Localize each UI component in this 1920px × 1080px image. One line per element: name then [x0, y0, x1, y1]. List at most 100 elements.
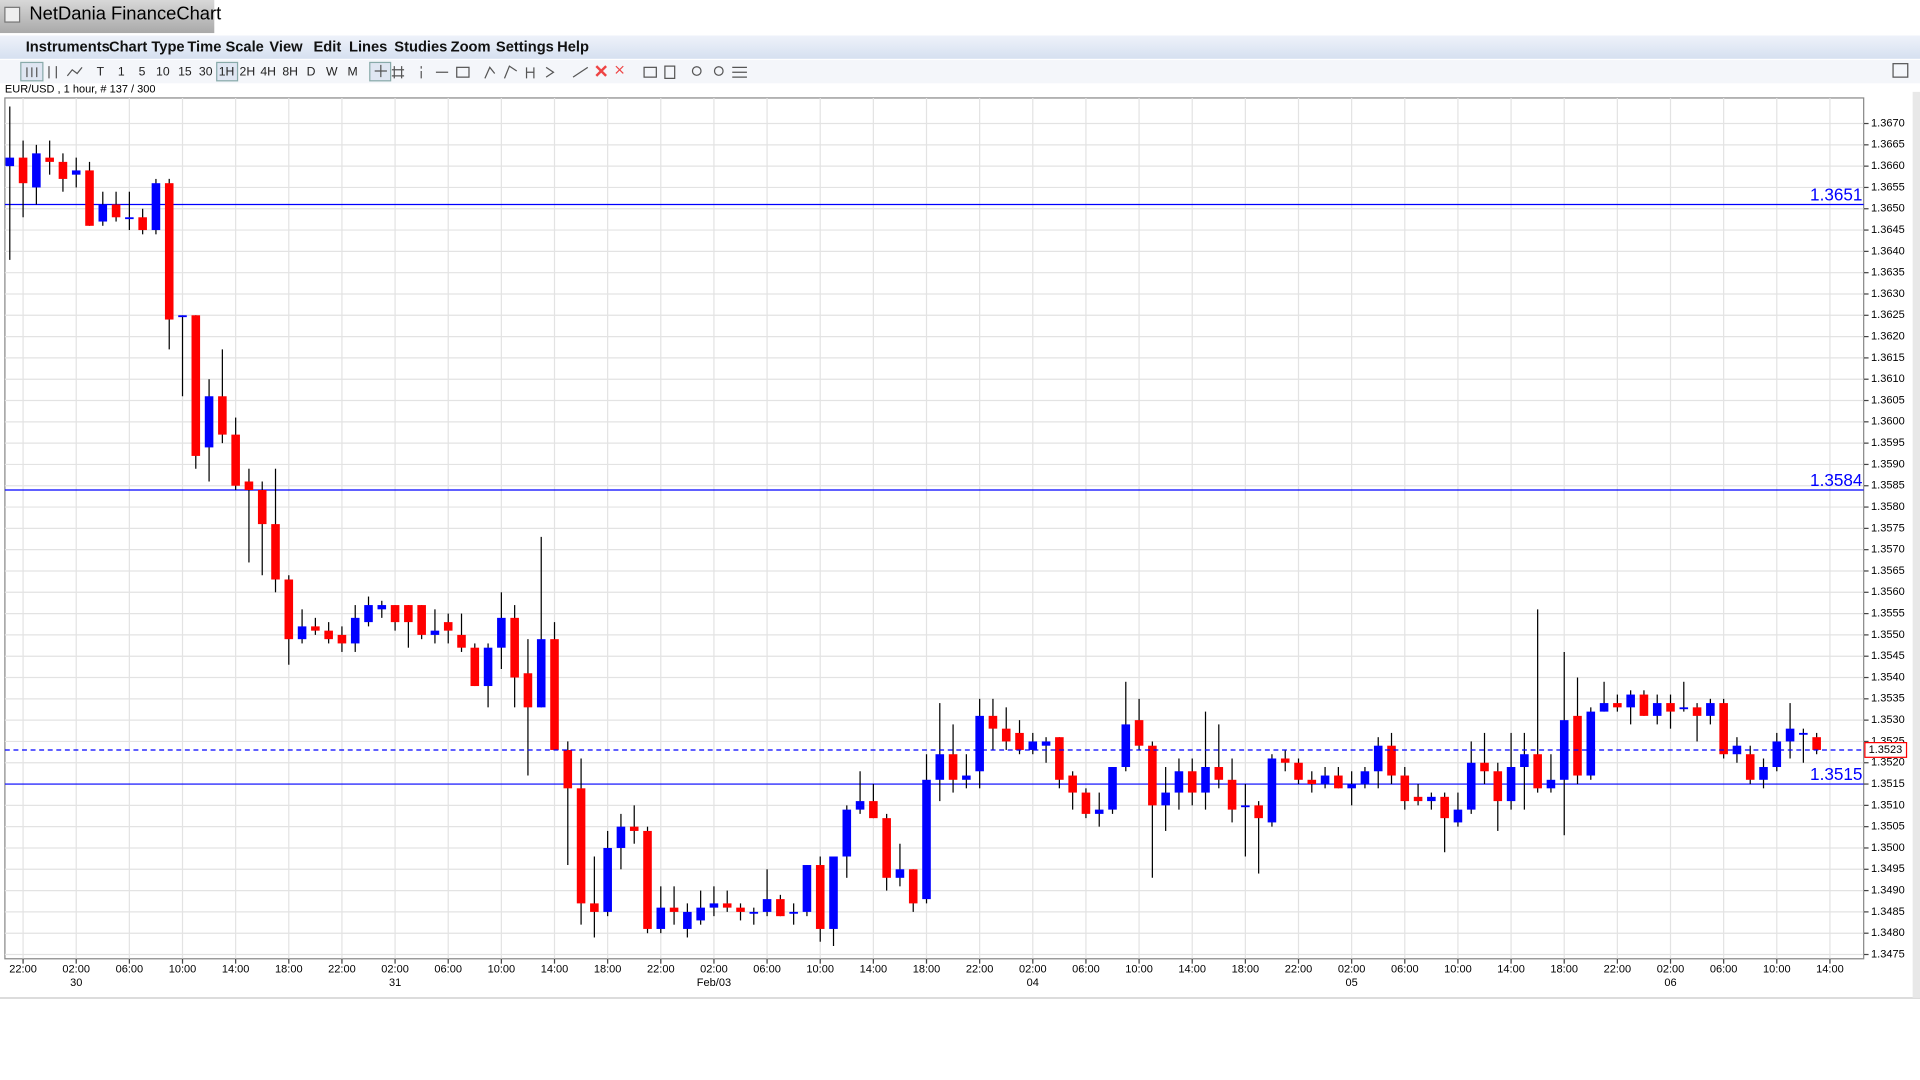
- candle-body: [935, 754, 945, 780]
- toolbar: [0, 60, 1920, 84]
- y-tick-label: 1.3520: [1871, 757, 1905, 769]
- x-tick-label: 10:00: [488, 964, 516, 976]
- period-button[interactable]: W: [326, 64, 338, 78]
- candle-body: [1440, 796, 1449, 819]
- x-date-label: 06: [1664, 977, 1676, 989]
- y-tick-label: 1.3625: [1871, 309, 1905, 321]
- period-button[interactable]: 2H: [240, 64, 256, 78]
- candle-body: [1373, 745, 1383, 772]
- candle-body: [962, 775, 971, 780]
- candle-body: [603, 847, 612, 912]
- y-tick-label: 1.3475: [1871, 948, 1905, 960]
- candle-body: [802, 865, 812, 912]
- candle-body: [138, 217, 147, 231]
- period-button[interactable]: 10: [156, 64, 170, 78]
- period-button[interactable]: 5: [139, 64, 146, 78]
- candle-body: [815, 865, 825, 929]
- candle-body: [1613, 703, 1622, 708]
- period-button[interactable]: 30: [199, 64, 213, 78]
- y-tick-label: 1.3585: [1871, 480, 1905, 492]
- menu-item[interactable]: Edit: [313, 40, 341, 56]
- y-tick-label: 1.3500: [1871, 842, 1905, 854]
- y-tick-label: 1.3650: [1871, 203, 1905, 215]
- candle-body: [1134, 720, 1144, 746]
- scrollbar[interactable]: [1912, 91, 1920, 998]
- candle-body: [908, 869, 918, 904]
- candle-body: [1068, 775, 1077, 793]
- period-button[interactable]: 8H: [282, 64, 298, 78]
- candle-body: [443, 622, 453, 631]
- period-button[interactable]: 15: [178, 64, 192, 78]
- candle-body: [417, 605, 426, 635]
- y-tick-label: 1.3540: [1871, 671, 1905, 683]
- candle-body: [629, 826, 639, 831]
- candle-body: [1294, 762, 1303, 780]
- menu-item[interactable]: Lines: [349, 40, 387, 56]
- menu-item[interactable]: Help: [557, 40, 589, 56]
- candle-body: [762, 899, 772, 912]
- y-tick-label: 1.3590: [1871, 458, 1905, 470]
- menu-bar: [0, 35, 1920, 59]
- candle-body: [1320, 775, 1330, 785]
- y-tick-label: 1.3570: [1871, 544, 1905, 556]
- candle-body: [523, 673, 533, 708]
- menu-item[interactable]: Studies: [394, 40, 447, 56]
- period-button[interactable]: 1H: [219, 64, 235, 78]
- x-tick-label: 06:00: [753, 964, 781, 976]
- candle-body: [842, 809, 852, 857]
- menu-item[interactable]: Settings: [496, 40, 554, 56]
- x-tick-label: 22:00: [966, 964, 994, 976]
- candle-body: [1745, 754, 1755, 780]
- x-tick-label: 22:00: [1604, 964, 1632, 976]
- x-tick-label: 22:00: [1285, 964, 1313, 976]
- period-button[interactable]: 1: [118, 64, 125, 78]
- horizontal-line-label: 1.3515: [1810, 764, 1862, 784]
- candle-body: [1480, 762, 1489, 772]
- candle-body: [776, 899, 785, 917]
- x-tick-label: 06:00: [1391, 964, 1419, 976]
- menu-item[interactable]: Instruments: [26, 40, 110, 56]
- candle-body: [536, 639, 546, 708]
- candle-body: [1599, 703, 1609, 712]
- candle-body: [975, 715, 984, 772]
- y-tick-label: 1.3495: [1871, 863, 1905, 875]
- y-tick-label: 1.3635: [1871, 267, 1905, 279]
- candle-body: [1334, 775, 1343, 789]
- x-date-label: 31: [389, 977, 401, 989]
- candle-body: [988, 715, 998, 729]
- candle-body: [204, 396, 214, 448]
- candle-body: [576, 788, 586, 904]
- candle-body: [218, 396, 227, 435]
- candle-body: [1493, 771, 1503, 802]
- candle-body: [1799, 732, 1808, 735]
- period-button[interactable]: M: [348, 64, 358, 78]
- period-button[interactable]: T: [97, 64, 105, 78]
- period-button[interactable]: 4H: [260, 64, 276, 78]
- y-tick-label: 1.3530: [1871, 714, 1905, 726]
- candle-body: [297, 626, 307, 640]
- toolbar-button-selected[interactable]: [216, 61, 239, 82]
- y-tick-label: 1.3560: [1871, 586, 1905, 598]
- candle-body: [1679, 707, 1689, 710]
- menu-item[interactable]: Time Scale: [187, 40, 263, 56]
- y-tick-label: 1.3480: [1871, 927, 1905, 939]
- candle-body: [1307, 779, 1317, 785]
- candle-body: [709, 903, 719, 908]
- candle-body: [1453, 809, 1463, 823]
- candle-body: [895, 869, 905, 878]
- period-button[interactable]: D: [307, 64, 316, 78]
- x-tick-label: 02:00: [381, 964, 409, 976]
- candle-body: [164, 183, 174, 320]
- menu-item[interactable]: Zoom: [451, 40, 491, 56]
- menu-item[interactable]: Chart Type: [109, 40, 185, 56]
- x-date-label: 04: [1027, 977, 1039, 989]
- x-tick-label: 22:00: [328, 964, 356, 976]
- candle-body: [1187, 771, 1197, 793]
- candle-body: [1360, 771, 1370, 785]
- candle-body: [1055, 737, 1064, 780]
- x-date-label: 05: [1346, 977, 1358, 989]
- candle-body: [5, 157, 15, 167]
- candle-body: [590, 903, 599, 912]
- candle-body: [1573, 715, 1582, 776]
- menu-item[interactable]: View: [269, 40, 303, 56]
